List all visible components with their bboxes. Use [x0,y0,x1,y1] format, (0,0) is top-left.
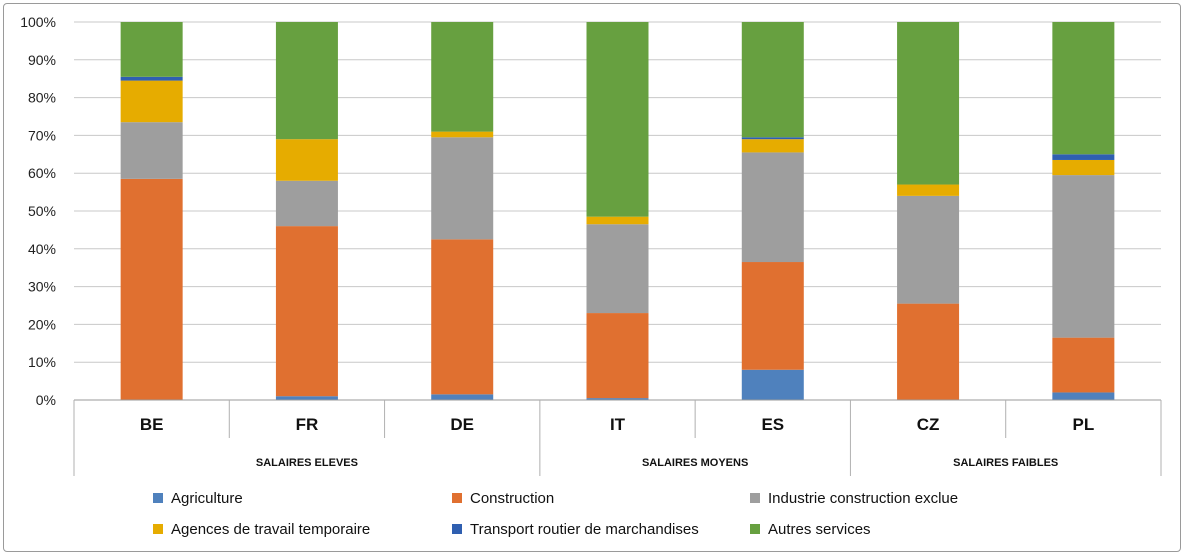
y-tick-label: 20% [28,316,56,332]
bar-segment-be [120,122,183,179]
bar-segment-de [431,394,494,400]
bar-segment-pl [1052,175,1115,338]
category-label-be: BE [140,415,164,434]
y-tick-label: 10% [28,354,56,370]
bar-segment-pl [1052,159,1115,176]
bar-segment-es [741,369,804,400]
category-label-de: DE [450,415,474,434]
bar-segment-es [741,152,804,263]
legend-swatch [153,524,163,534]
category-label-it: IT [610,415,626,434]
legend-swatch [750,493,760,503]
bar-segment-de [431,22,494,132]
bar-segment-be [120,76,183,81]
bar-segment-it [586,22,649,217]
group-label-0: SALAIRES ELEVES [256,457,358,469]
bar-segment-pl [1052,337,1115,393]
bar-segment-es [741,262,804,370]
legend-label: Industrie construction exclue [768,490,958,507]
bar-segment-it [586,313,649,399]
bar-segment-fr [275,226,338,397]
y-tick-label: 40% [28,241,56,257]
bar-segment-cz [897,303,960,400]
bar-segment-de [431,131,494,138]
y-tick-label: 70% [28,127,56,143]
category-label-pl: PL [1072,415,1094,434]
legend-label: Transport routier de marchandises [470,521,699,538]
legend-swatch [750,524,760,534]
bar-segment-cz [897,22,960,185]
y-tick-label: 60% [28,165,56,181]
bar-segment-it [586,216,649,225]
bar-segment-it [586,224,649,314]
bar-segment-de [431,239,494,395]
y-tick-label: 30% [28,279,56,295]
bar-segment-fr [275,396,338,400]
bar-segment-es [741,137,804,140]
bar-segment-es [741,139,804,153]
bar-segment-fr [275,180,338,227]
legend-label: Construction [470,490,554,507]
bar-segment-be [120,22,183,77]
bar-segment-fr [275,22,338,140]
legend-label: Agriculture [171,490,243,507]
bar-segment-cz [897,195,960,304]
bar-segment-fr [275,139,338,181]
legend-swatch [452,493,462,503]
bar-segment-it [586,398,649,400]
y-tick-label: 90% [28,52,56,68]
bar-segment-pl [1052,154,1115,160]
category-label-cz: CZ [917,415,940,434]
bar-segment-be [120,178,183,400]
bar-segment-es [741,22,804,138]
y-tick-label: 100% [20,14,56,30]
group-label-2: SALAIRES FAIBLES [953,457,1058,469]
y-tick-label: 50% [28,203,56,219]
category-label-fr: FR [296,415,319,434]
bar-segment-pl [1052,22,1115,155]
y-tick-label: 80% [28,90,56,106]
legend-swatch [153,493,163,503]
bar-segment-cz [897,184,960,196]
bar-segment-de [431,137,494,240]
legend-swatch [452,524,462,534]
group-label-1: SALAIRES MOYENS [642,457,748,469]
legend-label: Agences de travail temporaire [171,521,370,538]
bar-segment-be [120,80,183,123]
category-label-es: ES [761,415,784,434]
legend-label: Autres services [768,521,871,538]
bar-segment-pl [1052,392,1115,400]
y-tick-label: 0% [36,392,56,408]
